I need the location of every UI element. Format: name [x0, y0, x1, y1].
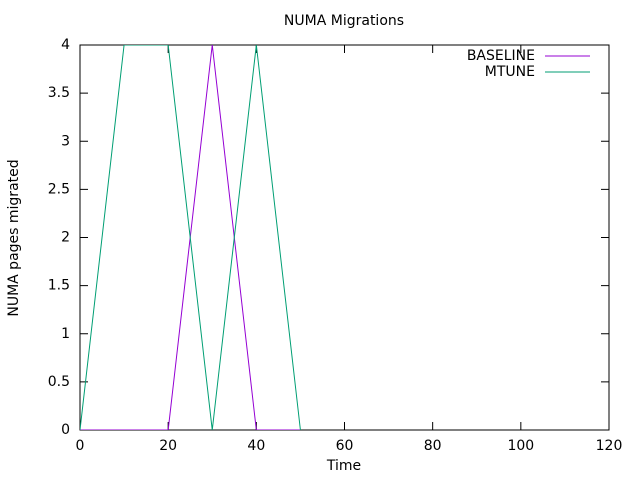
x-tick-label: 100 — [507, 438, 534, 454]
y-tick-label: 1.5 — [48, 278, 70, 294]
chart-title: NUMA Migrations — [284, 13, 404, 29]
x-tick-label: 20 — [159, 438, 177, 454]
plot-frame — [79, 44, 610, 431]
x-tick-label: 60 — [336, 438, 354, 454]
series-line — [80, 45, 301, 430]
x-tick-label: 120 — [596, 438, 623, 454]
y-tick-label: 0 — [61, 422, 70, 438]
y-tick-label: 4 — [61, 37, 70, 53]
y-axis-label: NUMA pages migrated — [6, 159, 22, 316]
y-tick-label: 3.5 — [48, 85, 70, 101]
y-tick-label: 1 — [61, 326, 70, 342]
x-tick-label: 80 — [424, 438, 442, 454]
legend-label: MTUNE — [485, 64, 535, 80]
x-tick-label: 0 — [76, 438, 85, 454]
y-tick-label: 0.5 — [48, 374, 70, 390]
x-tick-label: 40 — [247, 438, 265, 454]
legend-label: BASELINE — [467, 48, 535, 64]
x-axis-label: Time — [326, 458, 361, 474]
y-tick-label: 2 — [61, 230, 70, 246]
y-tick-label: 3 — [61, 133, 70, 149]
y-tick-label: 2.5 — [48, 181, 70, 197]
